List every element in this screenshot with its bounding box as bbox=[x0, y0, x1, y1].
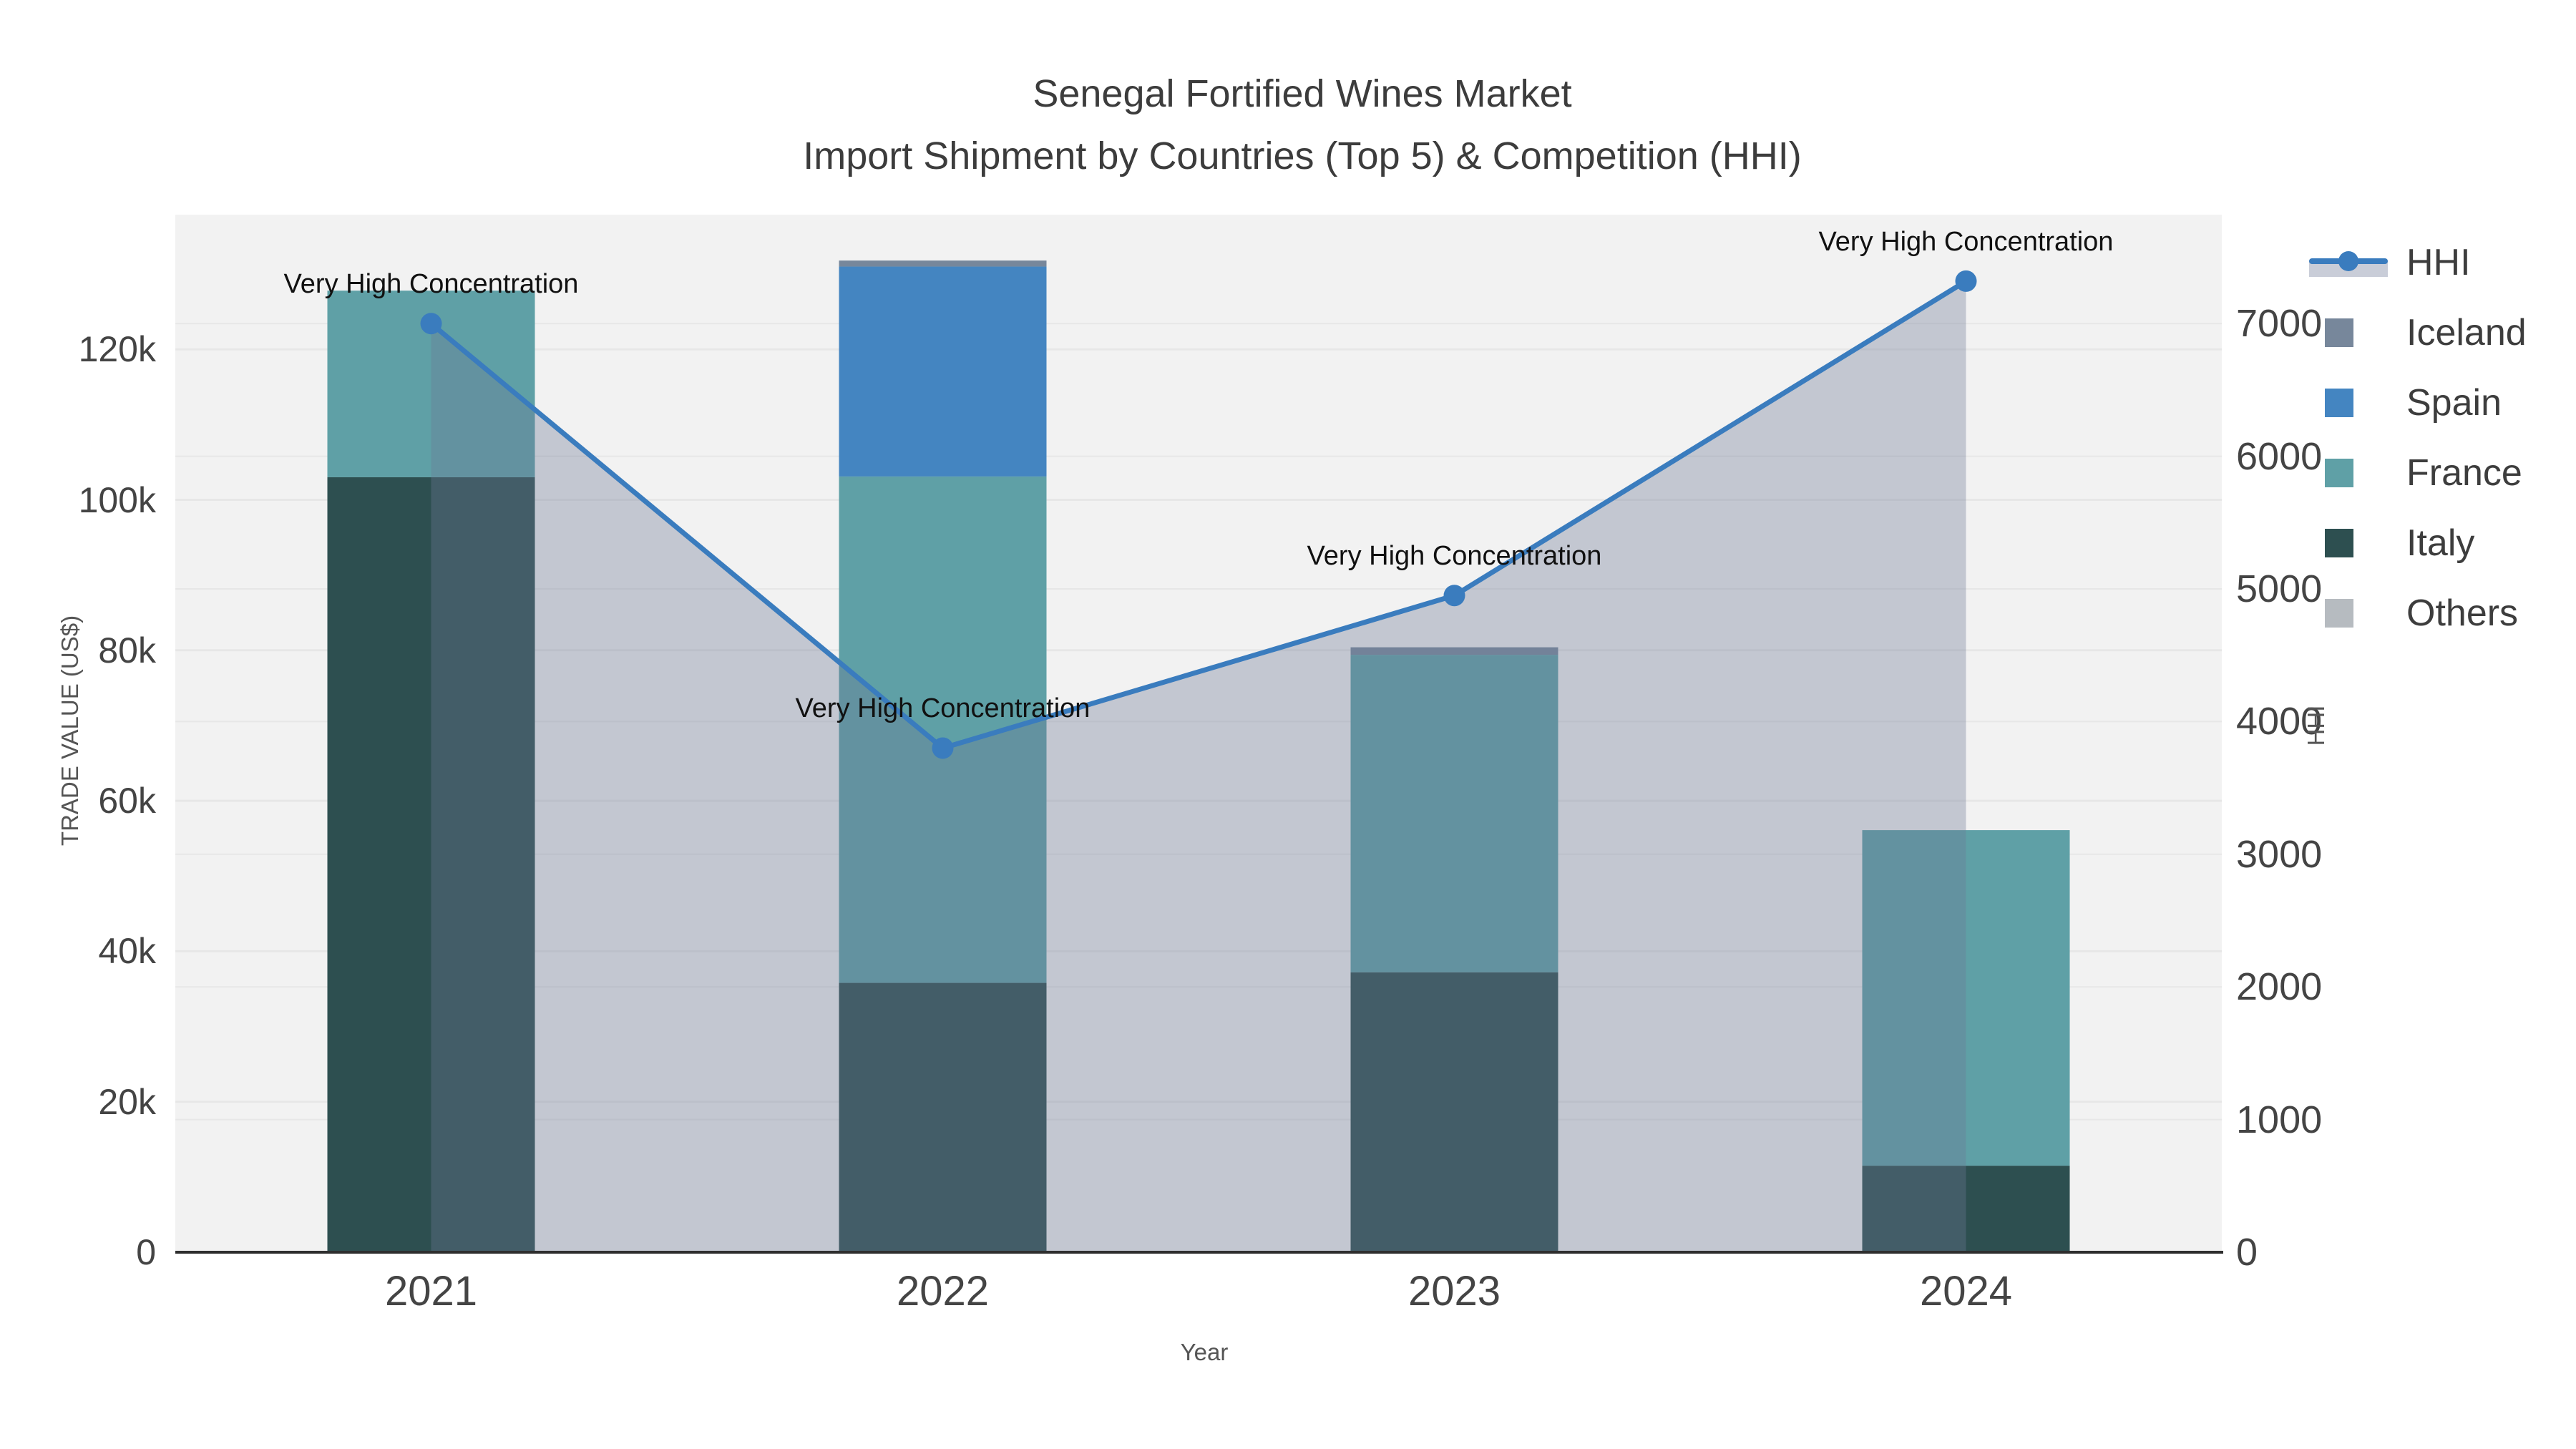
right-tick-label: 1000 bbox=[2236, 1098, 2323, 1141]
right-tick-label: 0 bbox=[2236, 1231, 2258, 1274]
legend-label-iceland: Iceland bbox=[2406, 312, 2527, 353]
hhi-marker-2022[interactable] bbox=[932, 737, 954, 759]
plot-area bbox=[175, 215, 2222, 1252]
left-axis-title: TRADE VALUE (US$) bbox=[57, 615, 83, 847]
left-tick-label: 80k bbox=[98, 630, 156, 670]
legend-swatch-box bbox=[2308, 318, 2394, 347]
legend-swatch-box bbox=[2308, 599, 2394, 628]
hhi-line-swatch-icon bbox=[2309, 247, 2388, 278]
legend-item-italy[interactable]: Italy bbox=[2308, 508, 2572, 578]
annotation-very-high-concentration-2023: Very High Concentration bbox=[1307, 541, 1602, 572]
bar-segment-spain-2022[interactable] bbox=[839, 266, 1047, 477]
chart-title: Senegal Fortified Wines Market Import Sh… bbox=[29, 63, 2576, 187]
hhi-marker-2023[interactable] bbox=[1443, 585, 1465, 607]
legend-item-hhi[interactable]: HHI bbox=[2308, 228, 2572, 298]
left-tick-label: 120k bbox=[78, 329, 156, 370]
x-tick-label-2022: 2022 bbox=[896, 1268, 990, 1314]
x-tick-label-2024: 2024 bbox=[1919, 1268, 2013, 1314]
plot-canvas bbox=[175, 260, 2222, 1252]
bar-segment-italy-2021[interactable] bbox=[327, 477, 535, 1252]
left-tick-label: 60k bbox=[98, 781, 156, 821]
legend-color-swatch-others bbox=[2325, 599, 2353, 628]
legend-label-others: Others bbox=[2406, 592, 2519, 634]
hhi-area bbox=[431, 280, 1966, 1252]
left-tick-label: 0 bbox=[136, 1232, 156, 1272]
legend-swatch-box bbox=[2308, 529, 2394, 557]
right-tick-label: 4000 bbox=[2236, 700, 2323, 743]
legend-color-swatch-france bbox=[2325, 459, 2353, 487]
legend-color-swatch-iceland bbox=[2325, 318, 2353, 347]
right-tick-label: 2000 bbox=[2236, 965, 2323, 1009]
x-tick-label-2021: 2021 bbox=[384, 1268, 478, 1314]
legend-item-france[interactable]: France bbox=[2308, 438, 2572, 508]
chart-title-line2: Import Shipment by Countries (Top 5) & C… bbox=[803, 135, 1802, 177]
legend-color-swatch-spain bbox=[2325, 389, 2353, 417]
bar-segment-iceland-2023[interactable] bbox=[1350, 647, 1558, 655]
legend-item-others[interactable]: Others bbox=[2308, 578, 2572, 648]
right-tick-label: 6000 bbox=[2236, 434, 2323, 478]
legend-item-iceland[interactable]: Iceland bbox=[2308, 298, 2572, 368]
legend-label-france: France bbox=[2406, 452, 2522, 494]
annotation-very-high-concentration-2024: Very High Concentration bbox=[1818, 226, 2114, 257]
legend-swatch-box bbox=[2308, 459, 2394, 487]
left-tick-label: 100k bbox=[78, 479, 156, 520]
right-axis-title: HHI bbox=[2303, 705, 2329, 746]
right-tick-label: 5000 bbox=[2236, 567, 2323, 610]
bar-segment-italy-2023[interactable] bbox=[1350, 972, 1558, 1252]
legend-label-spain: Spain bbox=[2406, 382, 2502, 424]
bar-segment-italy-2022[interactable] bbox=[839, 982, 1047, 1252]
hhi-line bbox=[429, 278, 1968, 751]
legend-label-italy: Italy bbox=[2406, 522, 2475, 564]
x-axis-title: Year bbox=[1180, 1339, 1229, 1365]
legend: HHI Iceland Spain France Italy Others bbox=[2308, 228, 2572, 648]
hhi-marker-2021[interactable] bbox=[420, 313, 442, 335]
bar-segment-france-2023[interactable] bbox=[1350, 655, 1558, 972]
legend-item-spain[interactable]: Spain bbox=[2308, 368, 2572, 438]
x-axis-line bbox=[175, 1251, 2223, 1254]
bar-segment-iceland-2022[interactable] bbox=[839, 260, 1047, 267]
bar-segment-france-2024[interactable] bbox=[1862, 830, 2070, 1166]
bar-segment-italy-2024[interactable] bbox=[1862, 1166, 2070, 1252]
hhi-line-dot bbox=[2338, 251, 2358, 271]
left-tick-label: 20k bbox=[98, 1081, 156, 1122]
legend-swatch-box bbox=[2308, 389, 2394, 417]
chart-title-line1: Senegal Fortified Wines Market bbox=[1033, 72, 1572, 115]
legend-color-swatch-italy bbox=[2325, 529, 2353, 557]
right-tick-label: 3000 bbox=[2236, 832, 2323, 876]
annotation-very-high-concentration-2021: Very High Concentration bbox=[283, 269, 579, 300]
hhi-marker-2024[interactable] bbox=[1955, 270, 1977, 292]
annotation-very-high-concentration-2022: Very High Concentration bbox=[795, 693, 1091, 724]
legend-label-hhi: HHI bbox=[2406, 242, 2471, 283]
x-tick-label-2023: 2023 bbox=[1407, 1268, 1501, 1314]
left-tick-label: 40k bbox=[98, 931, 156, 972]
legend-swatch-box bbox=[2308, 247, 2394, 278]
right-tick-label: 7000 bbox=[2236, 302, 2323, 346]
